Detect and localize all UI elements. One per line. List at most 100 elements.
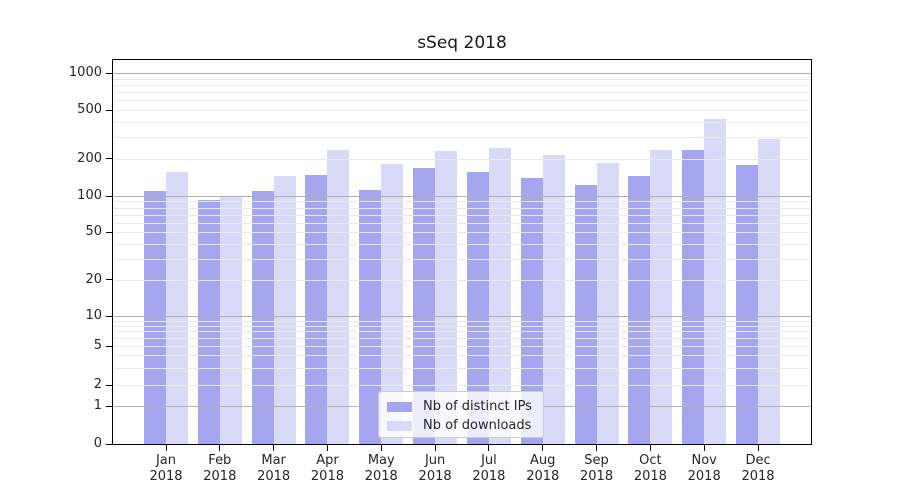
bar-downloads-mar bbox=[273, 175, 296, 444]
minor-gridline-9 bbox=[113, 320, 811, 322]
x-tick-label-aug: Aug 2018 bbox=[526, 453, 560, 484]
x-tick-label-jan: Jan 2018 bbox=[149, 453, 183, 484]
x-tick-label-jul: Jul 2018 bbox=[472, 453, 506, 484]
x-tick-label-jun: Jun 2018 bbox=[418, 453, 452, 484]
bar-downloads-nov bbox=[704, 119, 727, 444]
minor-gridline-6 bbox=[113, 338, 811, 340]
bar-distinct-ips-apr bbox=[305, 175, 328, 444]
legend-swatch-downloads bbox=[387, 420, 412, 431]
x-tick-mark-apr bbox=[326, 445, 328, 451]
chart-title: sSeq 2018 bbox=[417, 33, 507, 53]
legend-label-distinct-ips: Nb of distinct IPs bbox=[423, 399, 532, 414]
x-tick-mark-feb bbox=[219, 445, 221, 451]
minor-gridline-30 bbox=[113, 258, 811, 260]
bar-downloads-feb bbox=[219, 196, 242, 444]
bar-downloads-jun bbox=[435, 151, 458, 444]
x-tick-mark-jul bbox=[488, 445, 490, 451]
bar-distinct-ips-mar bbox=[251, 190, 274, 444]
minor-gridline-700 bbox=[113, 92, 811, 94]
y-tick-mark-5 bbox=[106, 345, 113, 347]
bar-downloads-oct bbox=[650, 150, 673, 444]
minor-gridline-900 bbox=[113, 78, 811, 80]
legend: Nb of distinct IPs Nb of downloads bbox=[378, 391, 544, 438]
bar-distinct-ips-jul bbox=[466, 171, 489, 444]
y-tick-mark-500 bbox=[106, 109, 113, 111]
minor-gridline-500 bbox=[113, 110, 811, 112]
minor-gridline-70 bbox=[113, 214, 811, 216]
y-tick-label-1: 1 bbox=[93, 398, 102, 413]
legend-label-downloads: Nb of downloads bbox=[423, 418, 532, 433]
minor-gridline-400 bbox=[113, 121, 811, 123]
x-tick-mark-jun bbox=[434, 445, 436, 451]
bar-distinct-ips-oct bbox=[628, 176, 651, 444]
minor-gridline-4 bbox=[113, 355, 811, 357]
major-gridline-100 bbox=[113, 196, 811, 197]
y-tick-mark-20 bbox=[106, 279, 113, 281]
y-tick-mark-10 bbox=[106, 315, 113, 317]
bar-distinct-ips-sep bbox=[574, 185, 597, 444]
bar-distinct-ips-jun bbox=[413, 168, 436, 444]
x-tick-mark-may bbox=[380, 445, 382, 451]
y-tick-label-200: 200 bbox=[77, 150, 102, 166]
x-tick-mark-oct bbox=[649, 445, 651, 451]
bar-distinct-ips-dec bbox=[736, 165, 759, 444]
x-tick-label-dec: Dec 2018 bbox=[741, 453, 775, 484]
bar-downloads-aug bbox=[542, 155, 565, 444]
bar-downloads-sep bbox=[596, 163, 619, 444]
bar-distinct-ips-feb bbox=[197, 199, 220, 444]
y-tick-label-100: 100 bbox=[77, 188, 102, 203]
x-tick-label-sep: Sep 2018 bbox=[580, 453, 614, 484]
minor-gridline-60 bbox=[113, 222, 811, 224]
minor-gridline-8 bbox=[113, 325, 811, 327]
minor-gridline-600 bbox=[113, 100, 811, 102]
minor-gridline-50 bbox=[113, 232, 811, 234]
bar-downloads-apr bbox=[327, 150, 350, 444]
x-tick-mark-aug bbox=[542, 445, 544, 451]
y-tick-label-10: 10 bbox=[85, 308, 102, 323]
minor-gridline-2 bbox=[113, 385, 811, 386]
minor-gridline-20 bbox=[113, 279, 811, 281]
bar-downloads-jan bbox=[166, 172, 188, 444]
bar-downloads-may bbox=[381, 164, 404, 444]
minor-gridline-200 bbox=[113, 158, 811, 160]
major-gridline-1000 bbox=[113, 73, 811, 74]
y-tick-mark-200 bbox=[106, 158, 113, 160]
y-tick-label-1000: 1000 bbox=[68, 65, 102, 80]
x-tick-label-oct: Oct 2018 bbox=[633, 453, 667, 484]
y-tick-mark-1 bbox=[106, 405, 113, 407]
y-tick-label-500: 500 bbox=[77, 102, 102, 118]
y-tick-mark-100 bbox=[106, 195, 113, 197]
y-tick-mark-1000 bbox=[106, 72, 113, 74]
x-tick-mark-sep bbox=[596, 445, 598, 451]
minor-gridline-80 bbox=[113, 207, 811, 209]
y-tick-mark-2 bbox=[106, 384, 113, 386]
x-tick-mark-nov bbox=[703, 445, 705, 451]
minor-gridline-90 bbox=[113, 201, 811, 203]
bar-distinct-ips-nov bbox=[682, 150, 705, 444]
minor-gridline-800 bbox=[113, 84, 811, 86]
minor-gridline-7 bbox=[113, 331, 811, 333]
x-tick-mark-mar bbox=[273, 445, 275, 451]
x-tick-mark-jan bbox=[165, 445, 167, 451]
legend-item-downloads: Nb of downloads bbox=[387, 416, 535, 435]
x-tick-label-feb: Feb 2018 bbox=[203, 453, 237, 484]
bar-distinct-ips-jan bbox=[144, 190, 166, 444]
minor-gridline-3 bbox=[113, 367, 811, 369]
x-tick-label-mar: Mar 2018 bbox=[257, 453, 291, 484]
y-tick-mark-0 bbox=[106, 443, 113, 445]
minor-gridline-5 bbox=[113, 346, 811, 347]
y-tick-label-0: 0 bbox=[93, 436, 102, 451]
y-tick-label-2: 2 bbox=[93, 377, 102, 392]
plot-area bbox=[112, 59, 812, 445]
major-gridline-10 bbox=[113, 316, 811, 317]
legend-item-distinct-ips: Nb of distinct IPs bbox=[387, 397, 535, 416]
y-tick-label-50: 50 bbox=[85, 224, 102, 240]
minor-gridline-300 bbox=[113, 137, 811, 139]
bar-downloads-dec bbox=[758, 139, 781, 444]
x-tick-label-nov: Nov 2018 bbox=[687, 453, 721, 484]
y-tick-label-20: 20 bbox=[85, 271, 102, 287]
legend-swatch-distinct-ips bbox=[387, 401, 412, 412]
x-tick-label-apr: Apr 2018 bbox=[310, 453, 344, 484]
y-tick-label-5: 5 bbox=[93, 338, 102, 353]
